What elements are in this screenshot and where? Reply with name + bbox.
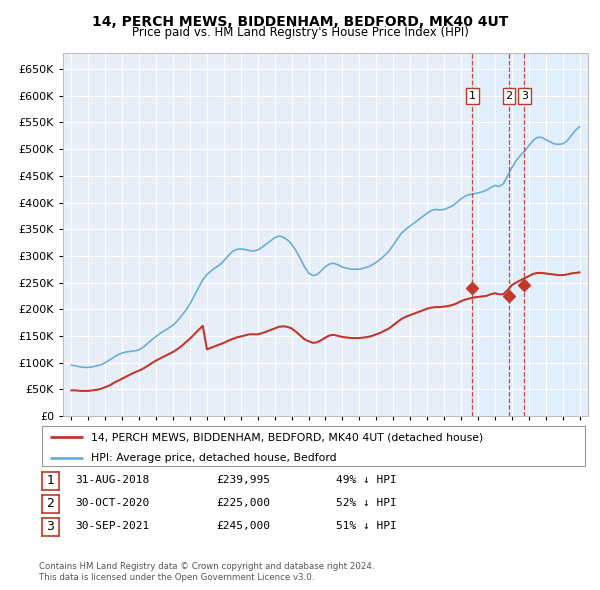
Text: 1: 1 <box>46 474 55 487</box>
Text: 2: 2 <box>505 91 512 101</box>
Text: 31-AUG-2018: 31-AUG-2018 <box>75 476 149 485</box>
Text: 1: 1 <box>469 91 476 101</box>
Text: 49% ↓ HPI: 49% ↓ HPI <box>336 476 397 485</box>
Text: £239,995: £239,995 <box>216 476 270 485</box>
Text: 3: 3 <box>521 91 528 101</box>
Text: This data is licensed under the Open Government Licence v3.0.: This data is licensed under the Open Gov… <box>39 572 314 582</box>
Text: 51% ↓ HPI: 51% ↓ HPI <box>336 522 397 531</box>
Text: Contains HM Land Registry data © Crown copyright and database right 2024.: Contains HM Land Registry data © Crown c… <box>39 562 374 571</box>
Text: 52% ↓ HPI: 52% ↓ HPI <box>336 499 397 508</box>
Text: 30-SEP-2021: 30-SEP-2021 <box>75 522 149 531</box>
Text: 30-OCT-2020: 30-OCT-2020 <box>75 499 149 508</box>
Text: Price paid vs. HM Land Registry's House Price Index (HPI): Price paid vs. HM Land Registry's House … <box>131 26 469 39</box>
Text: 14, PERCH MEWS, BIDDENHAM, BEDFORD, MK40 4UT (detached house): 14, PERCH MEWS, BIDDENHAM, BEDFORD, MK40… <box>91 432 483 442</box>
Text: £225,000: £225,000 <box>216 499 270 508</box>
Bar <box>472 53 588 416</box>
Text: £245,000: £245,000 <box>216 522 270 531</box>
Text: HPI: Average price, detached house, Bedford: HPI: Average price, detached house, Bedf… <box>91 453 337 463</box>
Text: 14, PERCH MEWS, BIDDENHAM, BEDFORD, MK40 4UT: 14, PERCH MEWS, BIDDENHAM, BEDFORD, MK40… <box>92 15 508 29</box>
Text: 2: 2 <box>46 497 55 510</box>
Text: 3: 3 <box>46 520 55 533</box>
